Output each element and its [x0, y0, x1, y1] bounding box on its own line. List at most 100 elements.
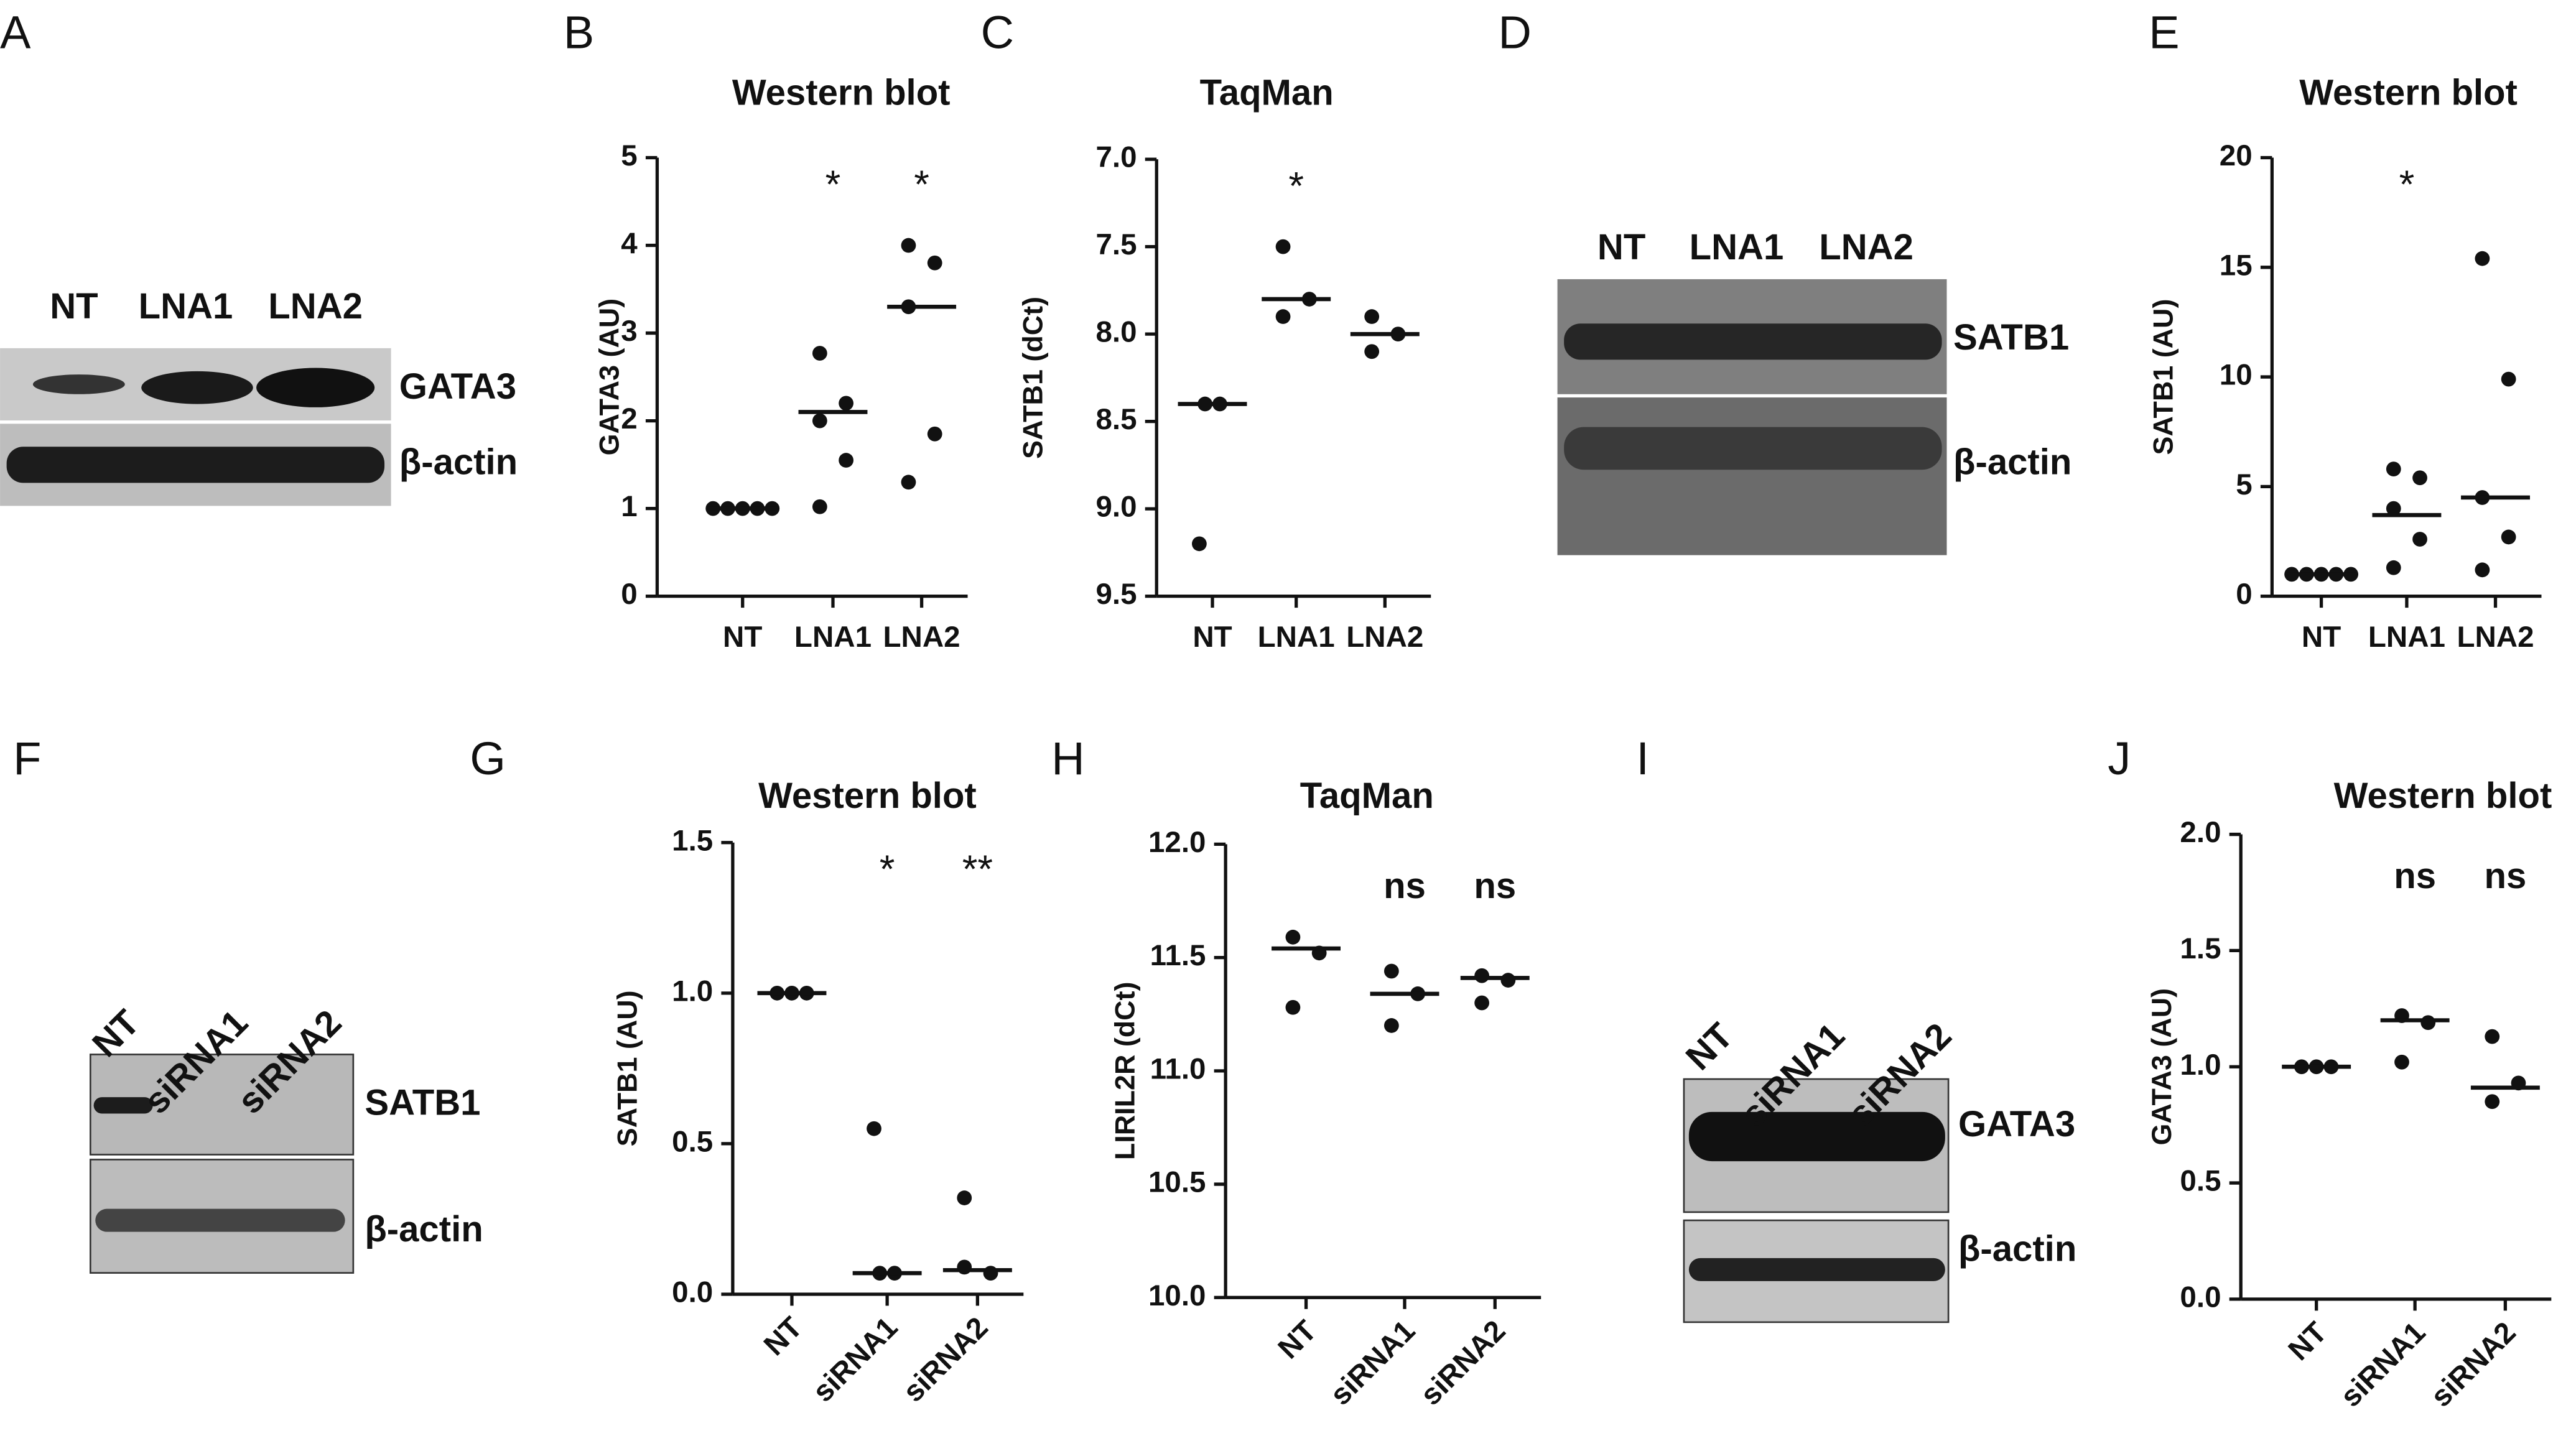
y-tick-label: 8.0	[1095, 316, 1137, 349]
chart-title: TaqMan	[1300, 776, 1434, 816]
band-label: SATB1	[365, 1083, 480, 1123]
panel-letter: G	[470, 733, 506, 784]
y-tick-label: 7.0	[1095, 141, 1137, 174]
band-label: β-actin	[365, 1209, 483, 1249]
y-tick-label: 11.5	[1150, 939, 1206, 972]
data-point	[1285, 929, 1301, 945]
y-tick-label: 0	[2236, 578, 2252, 611]
y-tick-label: 9.0	[1095, 491, 1137, 524]
data-point	[1275, 239, 1291, 254]
chart-title: Western blot	[2334, 776, 2552, 816]
lane-label: NT	[50, 286, 98, 327]
band	[141, 371, 253, 404]
x-tick-label: NT	[1272, 1314, 1323, 1365]
data-point	[927, 255, 942, 271]
x-tick-label: siRNA2	[897, 1311, 995, 1409]
x-tick-label: siRNA2	[1414, 1314, 1512, 1412]
data-point	[1383, 1018, 1399, 1033]
x-tick-label: NT	[758, 1311, 809, 1362]
data-point	[2394, 1054, 2409, 1070]
y-tick-label: 1.5	[2180, 932, 2221, 965]
data-point	[2475, 562, 2490, 578]
x-tick-label: NT	[2302, 621, 2341, 654]
panel-letter: A	[0, 7, 31, 58]
data-point	[839, 453, 853, 468]
data-point	[901, 475, 916, 490]
x-tick-label: LNA2	[883, 621, 960, 654]
data-point	[957, 1259, 972, 1275]
band	[1688, 1111, 1945, 1162]
y-tick-label: 2.0	[2180, 816, 2221, 849]
y-tick-label: 10.5	[1148, 1166, 1206, 1199]
data-point	[867, 1121, 881, 1136]
significance-label: *	[2399, 163, 2415, 206]
panel-letter: E	[2149, 7, 2179, 58]
band	[32, 374, 125, 394]
data-point	[2485, 1094, 2500, 1110]
chart-title: TaqMan	[1200, 73, 1334, 113]
x-tick-label: NT	[1193, 621, 1232, 654]
lane-label: LNA2	[268, 286, 363, 327]
y-axis-label: SATB1 (AU)	[611, 990, 643, 1146]
band-label: SATB1	[1953, 317, 2069, 358]
y-axis-label: LIRIL2R (dCt)	[1109, 982, 1141, 1161]
y-tick-label: 0.0	[2180, 1281, 2221, 1314]
panel-letter: I	[1636, 733, 1649, 784]
y-tick-label: 1.0	[2180, 1049, 2221, 1082]
data-point	[812, 413, 827, 429]
band	[93, 1097, 153, 1114]
data-point	[839, 396, 853, 411]
x-tick-label: LNA1	[2368, 621, 2445, 654]
data-point	[2412, 470, 2427, 486]
lane-label: LNA2	[1819, 227, 1913, 267]
x-tick-label: siRNA1	[806, 1311, 904, 1409]
data-point	[901, 238, 916, 253]
y-tick-label: 0.0	[672, 1276, 713, 1309]
data-point	[812, 346, 827, 361]
significance-label: ns	[2484, 856, 2526, 896]
y-tick-label: 1.0	[672, 975, 713, 1008]
band	[1564, 427, 1942, 470]
band	[95, 1208, 345, 1232]
significance-label: ns	[1383, 866, 1426, 906]
lane-label: NT	[1597, 227, 1645, 267]
y-tick-label: 15	[2220, 249, 2253, 282]
y-tick-label: 10	[2220, 359, 2253, 392]
x-tick-label: NT	[2282, 1316, 2333, 1367]
band-label: GATA3	[399, 366, 516, 407]
data-point	[2412, 532, 2427, 547]
data-point	[957, 1190, 972, 1205]
y-tick-label: 0.5	[672, 1125, 713, 1158]
band	[1564, 323, 1942, 360]
data-point	[1192, 536, 1207, 552]
data-point	[2386, 560, 2401, 575]
panel-letter: H	[1051, 733, 1084, 784]
x-tick-label: LNA1	[1258, 621, 1335, 654]
y-tick-label: 0.5	[2180, 1165, 2221, 1198]
data-point	[1383, 963, 1399, 979]
significance-label: *	[1288, 164, 1304, 208]
data-point	[2420, 1015, 2436, 1031]
significance-label: **	[962, 848, 993, 891]
blot-image	[1557, 397, 1947, 555]
chart-title: Western blot	[2299, 73, 2518, 113]
y-tick-label: 1	[621, 490, 637, 523]
panel-letter: J	[2108, 733, 2131, 784]
data-point	[2386, 501, 2401, 516]
x-tick-label: siRNA1	[2334, 1316, 2432, 1414]
data-point	[927, 426, 942, 442]
y-tick-label: 8.5	[1095, 403, 1137, 436]
x-tick-label: siRNA2	[2425, 1316, 2523, 1414]
y-tick-label: 9.5	[1095, 578, 1137, 611]
significance-label: *	[880, 848, 895, 891]
x-tick-label: NT	[723, 621, 762, 654]
y-tick-label: 5	[621, 139, 637, 172]
data-point	[1275, 309, 1291, 324]
y-tick-label: 3	[621, 315, 637, 348]
band	[1688, 1258, 1945, 1281]
significance-label: *	[914, 163, 929, 206]
panel-letter: F	[13, 733, 41, 784]
data-point	[1474, 968, 1490, 983]
